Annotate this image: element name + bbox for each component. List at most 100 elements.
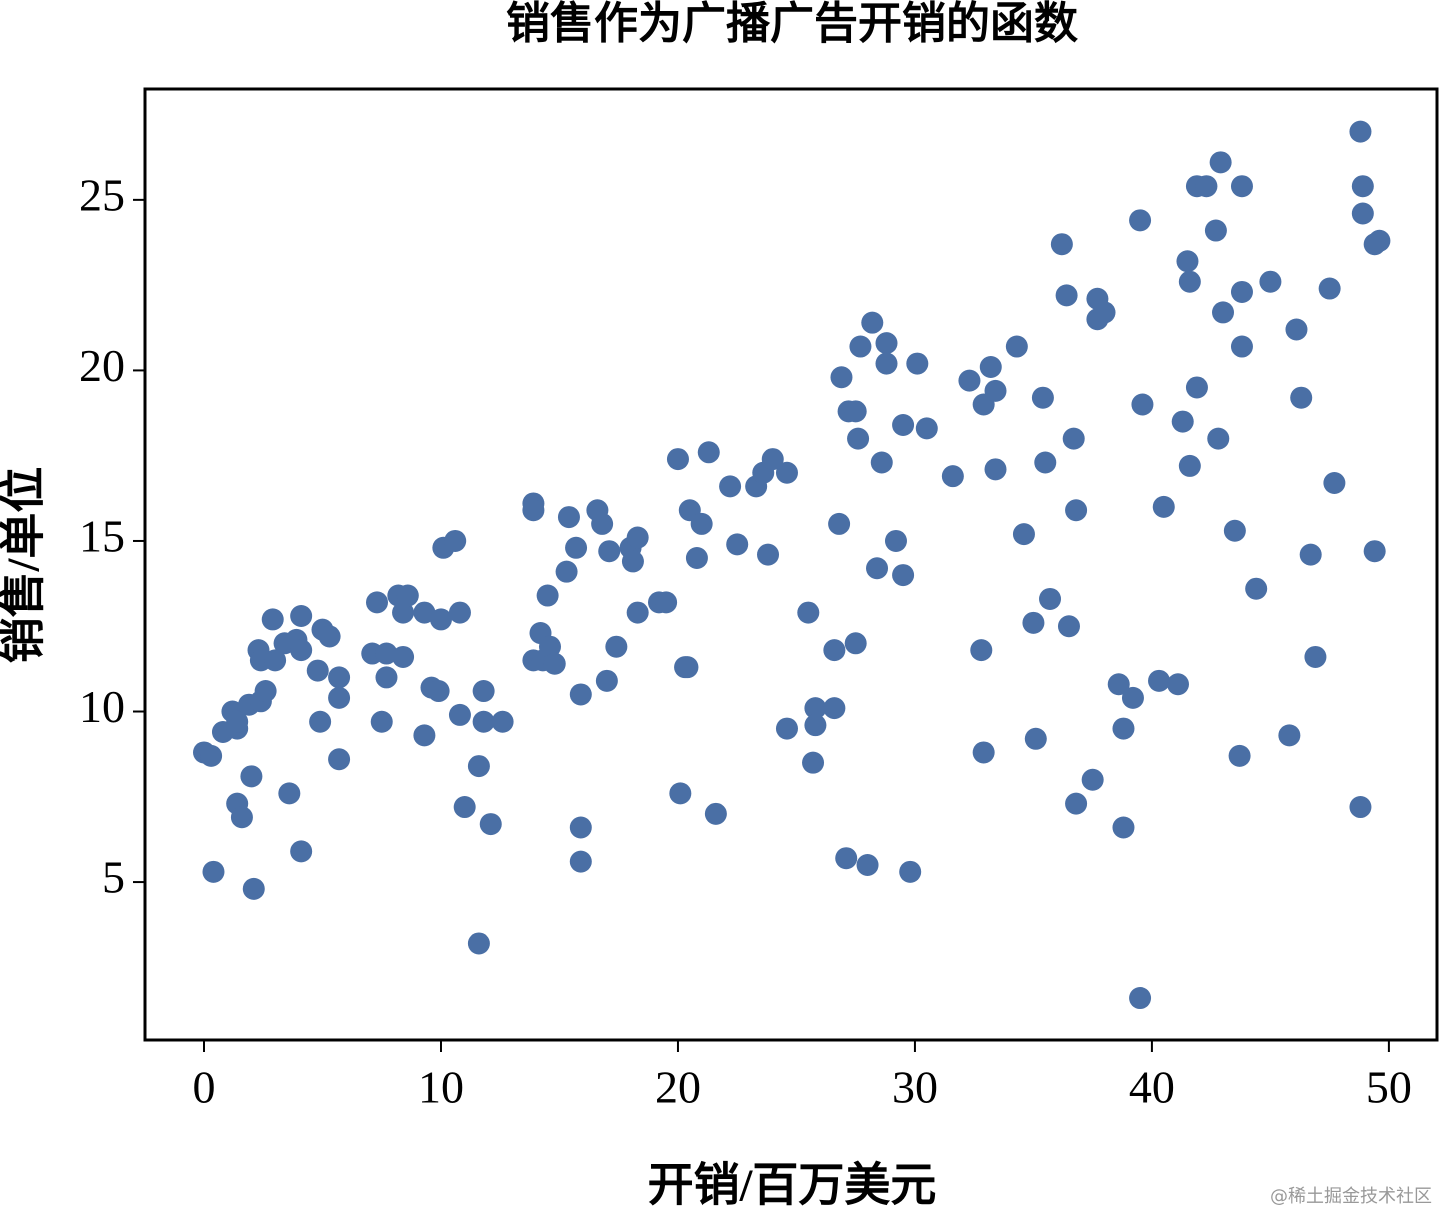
point [453,796,476,819]
point [538,635,561,658]
point [522,499,545,522]
point [467,755,490,778]
point [823,697,846,720]
point [1112,816,1135,839]
point [941,465,964,488]
point [318,625,341,648]
point [830,366,853,389]
point [491,710,514,733]
point [844,400,867,423]
point [444,529,467,552]
point [1057,615,1080,638]
point [847,427,870,450]
point [261,608,284,631]
point [704,802,727,825]
point [595,669,618,692]
point [1318,277,1341,300]
point [366,591,389,614]
point [690,512,713,535]
point [536,584,559,607]
point [775,717,798,740]
point [726,533,749,556]
point [861,311,884,334]
point [875,352,898,375]
point [870,451,893,474]
point [396,584,419,607]
point [306,659,329,682]
x-tick-label: 10 [418,1062,464,1113]
point [884,529,907,552]
point [823,639,846,662]
point [290,639,313,662]
point [1195,175,1218,198]
x-tick-label: 0 [193,1062,216,1113]
point [802,751,825,774]
point [835,847,858,870]
point [655,591,678,614]
point [685,547,708,570]
plot-frame [143,87,1439,1042]
y-tick-label: 10 [79,681,125,732]
point [1204,219,1227,242]
point [1148,669,1171,692]
point [392,601,415,624]
point [565,536,588,559]
x-tick-label: 30 [892,1062,938,1113]
point [1290,386,1313,409]
point [240,765,263,788]
point [479,813,502,836]
point [1363,540,1386,563]
point [1012,523,1035,546]
point [621,550,644,573]
point [828,512,851,535]
point [984,458,1007,481]
watermark: @稀土掘金技术社区 [1270,1186,1432,1207]
point [875,332,898,355]
point [375,642,398,665]
point [1176,250,1199,273]
point [598,540,621,563]
point [1121,686,1144,709]
point [375,666,398,689]
point [226,710,249,733]
point [1152,495,1175,518]
point [866,557,889,580]
point [1349,796,1372,819]
point [230,806,253,829]
point [328,686,351,709]
point [915,417,938,440]
point [1259,270,1282,293]
point [429,608,452,631]
point [328,666,351,689]
point [254,680,277,703]
point [413,724,436,747]
point [1351,175,1374,198]
point [569,683,592,706]
point [1171,410,1194,433]
point [392,645,415,668]
point [555,560,578,583]
point [1065,499,1088,522]
point [1107,673,1130,696]
point [856,854,879,877]
y-tick-label: 15 [79,511,125,562]
point [979,356,1002,379]
point [200,744,223,767]
point [1129,209,1152,232]
point [328,748,351,771]
point [1129,987,1152,1010]
point [906,352,929,375]
y-tick-label: 20 [79,340,125,391]
point [804,714,827,737]
point [797,601,820,624]
point [427,680,450,703]
point [984,379,1007,402]
point [1005,335,1028,358]
point [892,413,915,436]
point [1024,727,1047,750]
point [1304,645,1327,668]
point [242,877,265,900]
point [958,369,981,392]
point [669,782,692,805]
